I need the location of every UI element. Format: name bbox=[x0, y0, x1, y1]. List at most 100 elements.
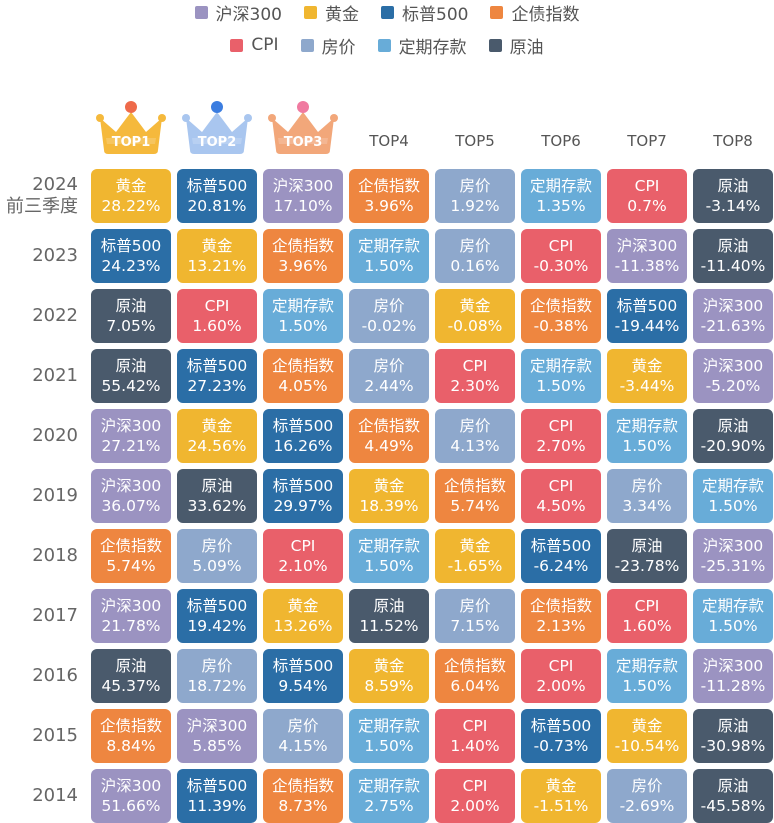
asset-name: 沪深300 bbox=[702, 297, 764, 315]
crown-icon bbox=[268, 101, 338, 154]
asset-name: 标普500 bbox=[272, 657, 334, 675]
asset-return: -21.63% bbox=[700, 317, 766, 335]
asset-name: 房价 bbox=[373, 297, 405, 315]
asset-return: 1.40% bbox=[450, 737, 500, 755]
asset-cell: 定期存款 1.50% bbox=[263, 289, 343, 343]
asset-name: 黄金 bbox=[631, 357, 663, 375]
asset-name: 房价 bbox=[459, 237, 491, 255]
asset-return: 24.23% bbox=[101, 257, 161, 275]
asset-name: 标普500 bbox=[272, 417, 334, 435]
legend-item: 原油 bbox=[488, 33, 544, 58]
asset-return: 18.39% bbox=[359, 497, 419, 515]
asset-name: 标普500 bbox=[100, 237, 162, 255]
asset-cell: 沪深300 -5.20% bbox=[693, 349, 773, 403]
asset-cell: 沪深300 -11.38% bbox=[607, 229, 687, 283]
asset-return: -3.14% bbox=[705, 197, 761, 215]
asset-return: 19.42% bbox=[187, 617, 247, 635]
asset-return: 17.10% bbox=[273, 197, 333, 215]
asset-cell: CPI 2.30% bbox=[435, 349, 515, 403]
asset-return: 6.04% bbox=[450, 677, 500, 695]
asset-name: 沪深300 bbox=[100, 777, 162, 795]
year-label: 2019 bbox=[0, 469, 78, 523]
asset-cell: 原油 -11.40% bbox=[693, 229, 773, 283]
asset-name: CPI bbox=[634, 177, 660, 195]
legend-swatch bbox=[304, 5, 317, 19]
asset-cell: CPI 1.60% bbox=[177, 289, 257, 343]
asset-return: 4.05% bbox=[278, 377, 328, 395]
asset-return: 5.74% bbox=[106, 557, 156, 575]
asset-cell: CPI -0.30% bbox=[521, 229, 601, 283]
asset-cell: 标普500 -6.24% bbox=[521, 529, 601, 583]
asset-return: 1.50% bbox=[622, 437, 672, 455]
year-text: 2017 bbox=[32, 605, 78, 626]
asset-name: CPI bbox=[462, 717, 488, 735]
asset-name: 企债指数 bbox=[443, 657, 506, 675]
asset-name: 沪深300 bbox=[100, 477, 162, 495]
asset-name: 定期存款 bbox=[357, 537, 420, 555]
crown-badge-top1: TOP1 bbox=[96, 98, 166, 156]
asset-return: 3.34% bbox=[622, 497, 672, 515]
asset-name: 标普500 bbox=[530, 537, 592, 555]
asset-name: 黄金 bbox=[373, 477, 405, 495]
asset-cell: 沪深300 -21.63% bbox=[693, 289, 773, 343]
rank-header: TOP1 bbox=[111, 135, 151, 150]
asset-return: -5.20% bbox=[705, 377, 761, 395]
asset-cell: 房价 4.15% bbox=[263, 709, 343, 763]
asset-cell: 定期存款 1.50% bbox=[349, 709, 429, 763]
asset-name: 定期存款 bbox=[701, 597, 764, 615]
legend: 沪深300 黄金 标普500 企债指数 bbox=[0, 0, 774, 25]
asset-cell: 黄金 -1.65% bbox=[435, 529, 515, 583]
asset-name: 原油 bbox=[717, 177, 749, 195]
asset-name: 黄金 bbox=[545, 777, 577, 795]
year-text: 2018 bbox=[32, 545, 78, 566]
legend-item: 沪深300 bbox=[194, 0, 282, 25]
legend: CPI 房价 定期存款 原油 bbox=[0, 33, 774, 58]
asset-return: 33.62% bbox=[187, 497, 247, 515]
asset-name: 原油 bbox=[201, 477, 233, 495]
asset-name: CPI bbox=[548, 477, 574, 495]
asset-cell: 企债指数 2.13% bbox=[521, 589, 601, 643]
asset-cell: 房价 18.72% bbox=[177, 649, 257, 703]
asset-return: 1.50% bbox=[708, 497, 758, 515]
asset-cell: 沪深300 -11.28% bbox=[693, 649, 773, 703]
asset-return: -0.08% bbox=[447, 317, 503, 335]
asset-return: 13.26% bbox=[273, 617, 333, 635]
asset-cell: 标普500 9.54% bbox=[263, 649, 343, 703]
asset-return: -45.58% bbox=[700, 797, 766, 815]
asset-cell: 定期存款 1.50% bbox=[693, 589, 773, 643]
asset-cell: 黄金 28.22% bbox=[91, 169, 171, 223]
asset-cell: CPI 2.10% bbox=[263, 529, 343, 583]
asset-return: 1.60% bbox=[622, 617, 672, 635]
asset-cell: 原油 45.37% bbox=[91, 649, 171, 703]
asset-name: 定期存款 bbox=[357, 717, 420, 735]
asset-cell: 原油 7.05% bbox=[91, 289, 171, 343]
asset-cell: 房价 -2.69% bbox=[607, 769, 687, 823]
rank-header: TOP5 bbox=[455, 132, 495, 150]
legend-label: 标普500 bbox=[402, 4, 469, 25]
year-text: 2015 bbox=[32, 725, 78, 746]
asset-return: 18.72% bbox=[187, 677, 247, 695]
asset-return: 1.92% bbox=[450, 197, 500, 215]
asset-return: 1.50% bbox=[622, 677, 672, 695]
legend-label: 原油 bbox=[509, 37, 544, 58]
legend-item: CPI bbox=[230, 35, 279, 55]
asset-name: 原油 bbox=[717, 717, 749, 735]
asset-return: 4.50% bbox=[536, 497, 586, 515]
asset-cell: CPI 2.00% bbox=[521, 649, 601, 703]
rank-header: TOP4 bbox=[369, 132, 409, 150]
legend-swatch bbox=[381, 5, 394, 19]
asset-return: 55.42% bbox=[101, 377, 161, 395]
asset-return: 2.00% bbox=[450, 797, 500, 815]
asset-return: -10.54% bbox=[614, 737, 680, 755]
asset-return: 7.05% bbox=[106, 317, 156, 335]
asset-name: 定期存款 bbox=[357, 237, 420, 255]
legend-label: 房价 bbox=[321, 37, 356, 58]
asset-cell: 沪深300 17.10% bbox=[263, 169, 343, 223]
asset-cell: 房价 1.92% bbox=[435, 169, 515, 223]
legend-item: 黄金 bbox=[304, 0, 359, 25]
asset-return: -30.98% bbox=[700, 737, 766, 755]
asset-name: 黄金 bbox=[201, 417, 233, 435]
asset-name: 房价 bbox=[631, 777, 663, 795]
asset-cell: 黄金 24.56% bbox=[177, 409, 257, 463]
asset-return: -19.44% bbox=[614, 317, 680, 335]
